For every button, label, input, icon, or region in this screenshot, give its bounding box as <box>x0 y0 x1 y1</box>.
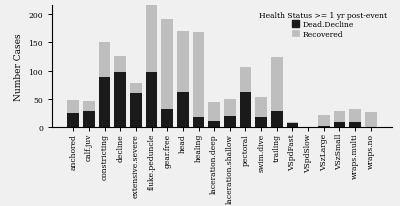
Bar <box>114 56 126 72</box>
Bar <box>130 84 142 94</box>
Bar <box>286 124 298 128</box>
Bar <box>99 43 110 78</box>
Bar <box>349 122 361 128</box>
Bar <box>177 93 189 128</box>
Bar <box>318 127 330 128</box>
Bar <box>99 78 110 128</box>
Bar <box>255 98 267 118</box>
Bar <box>208 121 220 128</box>
Bar <box>224 99 236 116</box>
Bar <box>161 20 173 110</box>
Bar <box>68 114 79 128</box>
Bar <box>193 118 204 128</box>
Bar <box>255 118 267 128</box>
Y-axis label: Number Cases: Number Cases <box>14 33 23 101</box>
Bar <box>271 112 283 128</box>
Bar <box>208 103 220 121</box>
Bar <box>161 110 173 128</box>
Bar <box>146 72 158 128</box>
Bar <box>334 112 345 122</box>
Bar <box>83 102 95 112</box>
Bar <box>286 123 298 124</box>
Bar <box>240 93 251 128</box>
Bar <box>334 122 345 128</box>
Bar <box>349 110 361 122</box>
Bar <box>271 58 283 112</box>
Bar <box>130 94 142 128</box>
Bar <box>83 112 95 128</box>
Bar <box>114 72 126 128</box>
Bar <box>365 112 376 128</box>
Bar <box>146 6 158 72</box>
Bar <box>193 33 204 118</box>
Bar <box>318 115 330 127</box>
Bar <box>224 116 236 128</box>
Bar <box>68 101 79 114</box>
Legend: Dead.Decline, Recovered: Dead.Decline, Recovered <box>257 10 388 40</box>
Bar <box>240 67 251 93</box>
Bar <box>177 32 189 93</box>
